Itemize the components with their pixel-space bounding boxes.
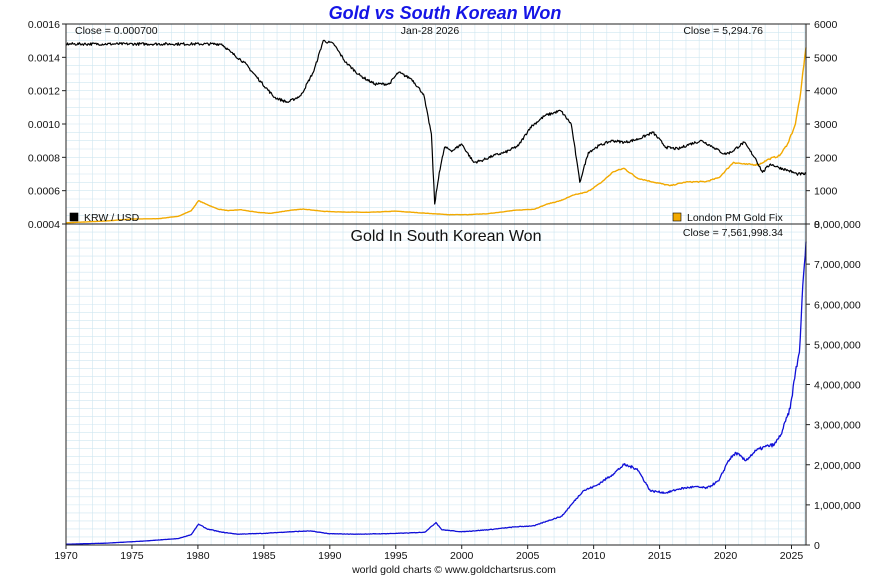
left-tick-label: 0.0010 xyxy=(28,119,60,131)
right-tick-label: 0 xyxy=(814,219,820,231)
x-tick-label: 1990 xyxy=(318,550,342,562)
x-tick-label: 2025 xyxy=(780,550,804,562)
bottom-tick-label: 1,000,000 xyxy=(814,500,861,512)
date-label: Jan-28 2026 xyxy=(401,25,460,37)
bottom-tick-label: 5,000,000 xyxy=(814,339,861,351)
left-tick-label: 0.0006 xyxy=(28,186,60,198)
bottom-panel: 0 1,000,000 2,000,000 3,000,000 4,000,000 5,0… xyxy=(54,219,861,562)
left-tick-label: 0.0008 xyxy=(28,152,60,164)
bottom-gridlines xyxy=(65,223,806,546)
x-tick-label: 2000 xyxy=(450,550,474,562)
gold-price-line xyxy=(66,47,807,224)
bottom-chart-title: Gold In South Korean Won xyxy=(351,228,542,245)
left-tick-label: 0.0012 xyxy=(28,86,60,98)
right-tick-label: 2000 xyxy=(814,152,838,164)
legend-label-krw: KRW / USD xyxy=(84,212,140,224)
bottom-tick-label: 7,000,000 xyxy=(814,259,861,271)
left-close-label: Close = 0.000700 xyxy=(75,25,158,37)
right-close-label: Close = 5,294.76 xyxy=(683,25,763,37)
legend-swatch-krw xyxy=(69,212,79,222)
gold-in-krw-line xyxy=(66,241,807,545)
right-tick-label: 1000 xyxy=(814,186,838,198)
x-tick-label: 1975 xyxy=(120,550,144,562)
bottom-close-label: Close = 7,561,998.34 xyxy=(683,227,783,239)
chart-title: Gold vs South Korean Won xyxy=(329,3,562,23)
x-tick-label: 2005 xyxy=(516,550,540,562)
legend-label-gold: London PM Gold Fix xyxy=(687,212,783,224)
x-axis-ticks: 1970 1975 1980 1985 1990 1995 2000 2005 2010 2015… xyxy=(54,545,803,562)
x-tick-label: 2010 xyxy=(582,550,606,562)
right-tick-label: 6000 xyxy=(814,19,838,31)
bottom-tick-label: 6,000,000 xyxy=(814,299,861,311)
left-tick-label: 0.0004 xyxy=(28,219,60,231)
left-axis-ticks: 0.0004 0.0006 0.0008 0.0010 0.0012 0.0014 0.00… xyxy=(28,19,66,231)
krw-usd-line xyxy=(65,39,807,205)
footer-credit: world gold charts © www.goldchartsrus.co… xyxy=(351,564,556,575)
left-tick-label: 0.0014 xyxy=(28,52,60,64)
bottom-tick-label: 8,000,000 xyxy=(814,219,861,231)
x-tick-label: 1985 xyxy=(252,550,276,562)
bottom-tick-label: 3,000,000 xyxy=(814,420,861,432)
right-tick-label: 5000 xyxy=(814,52,838,64)
bottom-tick-label: 2,000,000 xyxy=(814,460,861,472)
right-tick-label: 3000 xyxy=(814,119,838,131)
x-tick-label: 1995 xyxy=(384,550,408,562)
bottom-tick-label: 4,000,000 xyxy=(814,380,861,392)
top-panel: 0.0004 0.0006 0.0008 0.0010 0.0012 0.0014 0.00… xyxy=(28,19,838,231)
left-tick-label: 0.0016 xyxy=(28,19,60,31)
x-tick-label: 2015 xyxy=(648,550,672,562)
bottom-right-axis-ticks: 0 1,000,000 2,000,000 3,000,000 4,000,000 5,0… xyxy=(806,219,861,552)
bottom-tick-label: 0 xyxy=(814,540,820,552)
right-tick-label: 4000 xyxy=(814,86,838,98)
legend-swatch-gold xyxy=(672,212,682,222)
x-tick-label: 1980 xyxy=(186,550,210,562)
x-tick-label: 2020 xyxy=(714,550,738,562)
x-tick-label: 1970 xyxy=(54,550,78,562)
right-axis-ticks: 0 1000 2000 3000 4000 5000 6000 xyxy=(806,19,838,231)
